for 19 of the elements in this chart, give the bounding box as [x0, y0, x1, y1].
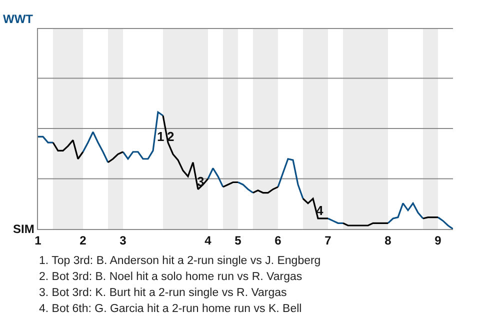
x-tick-label: 9 [434, 233, 442, 248]
x-tick-label: 3 [120, 233, 127, 248]
annotation: 2 [167, 129, 174, 144]
text: 4. Bot 6th: G. Garcia hit a 2-run home run vs K. Bell [39, 303, 302, 315]
text: 1. Top 3rd: B. Anderson hit a 2-run single vs J. Engberg [39, 255, 321, 267]
x-tick-label: 4 [204, 233, 212, 248]
x-tick-label: 8 [384, 233, 392, 248]
text: WWT [3, 12, 34, 26]
x-tick-label: 6 [274, 233, 282, 248]
annotation: 1 [157, 129, 164, 144]
x-tick-label: 1 [34, 233, 42, 248]
text: 2. Bot 3rd: B. Noel hit a solo home run vs R. Vargas [39, 271, 302, 283]
annotation: 3 [197, 174, 204, 189]
x-tick-label: 2 [80, 233, 87, 248]
x-tick-label: 5 [234, 233, 242, 248]
x-tick-label: 7 [324, 233, 332, 248]
text: SIM [13, 222, 34, 236]
text: 3. Bot 3rd: K. Burt hit a 2-run single vs R. Vargas [39, 287, 288, 299]
annotation: 4 [316, 203, 324, 218]
